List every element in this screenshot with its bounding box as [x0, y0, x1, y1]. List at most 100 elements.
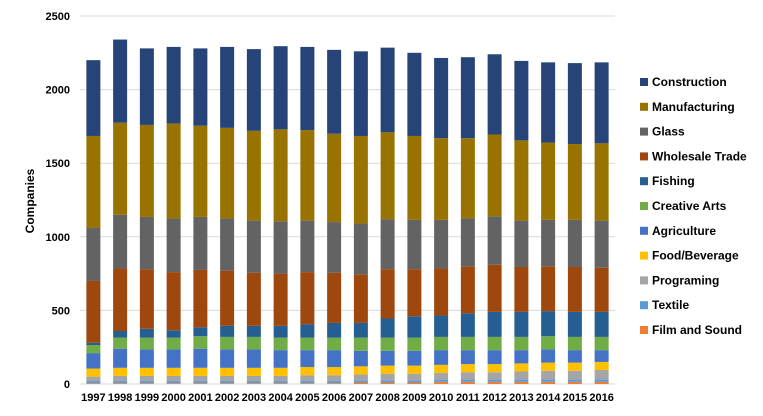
bar-stack — [193, 48, 208, 384]
y-axis-title: Companies — [23, 168, 37, 233]
bar-segment-wholesale-trade — [567, 266, 582, 312]
bar-segment-fishing — [86, 342, 101, 345]
bar-segment-textile — [567, 379, 582, 382]
bar-segment-glass — [139, 216, 154, 270]
bar-segment-creative-arts — [246, 336, 261, 350]
bar-segment-film-and-sound — [166, 383, 181, 384]
bar-segment-programing — [220, 375, 235, 382]
legend-label: Creative Arts — [652, 199, 727, 213]
bar-segment-construction — [166, 46, 181, 124]
bar-segment-construction — [327, 49, 342, 134]
bar-segment-fishing — [460, 313, 475, 337]
bar-segment-textile — [273, 381, 288, 384]
bar-segment-film-and-sound — [300, 383, 315, 384]
bar-segment-food-beverage — [113, 367, 128, 376]
bar-segment-programing — [193, 375, 208, 382]
y-tick-label: 0 — [64, 379, 70, 391]
bar-stack — [460, 57, 475, 384]
bar-segment-textile — [113, 381, 128, 384]
x-tick-label: 2016 — [589, 392, 613, 404]
bar-stack — [514, 60, 529, 384]
x-tick-label: 2001 — [188, 392, 212, 404]
bar-segment-programing — [434, 372, 449, 380]
bar-segment-construction — [353, 51, 368, 136]
bar-segment-glass — [460, 218, 475, 267]
bar-segment-film-and-sound — [327, 383, 342, 384]
bar-segment-agriculture — [300, 350, 315, 368]
bar-segment-agriculture — [113, 348, 128, 368]
legend-swatch — [640, 326, 648, 334]
bar-segment-film-and-sound — [407, 382, 422, 384]
legend-swatch — [640, 226, 648, 235]
bar-segment-fishing — [193, 327, 208, 337]
bar-segment-wholesale-trade — [327, 272, 342, 323]
bar-segment-textile — [166, 381, 181, 384]
bar-segment-glass — [380, 219, 395, 270]
bar-segment-food-beverage — [300, 367, 315, 376]
bar-stack — [166, 46, 181, 384]
bar-segment-textile — [86, 381, 101, 384]
bar-segment-programing — [380, 373, 395, 381]
x-tick-label: 2015 — [563, 392, 587, 404]
bar-segment-construction — [246, 49, 261, 131]
bar-segment-wholesale-trade — [434, 268, 449, 316]
bar-segment-programing — [246, 375, 261, 382]
bar-segment-agriculture — [380, 350, 395, 366]
x-tick-label: 2013 — [509, 392, 533, 404]
bar-segment-food-beverage — [193, 367, 208, 376]
bar-segment-agriculture — [273, 350, 288, 368]
bar-segment-food-beverage — [460, 364, 475, 373]
legend-item-creative-arts: Creative Arts — [640, 199, 727, 213]
bar-segment-food-beverage — [487, 364, 502, 373]
bar-segment-agriculture — [139, 349, 154, 368]
bar-segment-food-beverage — [514, 363, 529, 372]
bar-segment-glass — [193, 216, 208, 270]
x-tick-label: 1999 — [135, 392, 159, 404]
legend-item-food-beverage: Food/Beverage — [640, 249, 739, 263]
bar-segment-construction — [541, 62, 556, 143]
legend: Construction Manufacturing Glass Wholesale … — [640, 75, 747, 337]
bar-segment-wholesale-trade — [246, 272, 261, 326]
bar-segment-fishing — [113, 331, 128, 338]
bar-segment-manufacturing — [273, 129, 288, 222]
bar-segment-manufacturing — [246, 130, 261, 221]
legend-label: Fishing — [652, 174, 695, 188]
bar-segment-fishing — [327, 322, 342, 338]
bar-segment-creative-arts — [86, 344, 101, 354]
bar-segment-wholesale-trade — [139, 269, 154, 329]
bar-segment-programing — [166, 375, 181, 382]
bar-segment-manufacturing — [380, 132, 395, 220]
bar-segment-creative-arts — [193, 336, 208, 349]
x-tick-label: 2003 — [242, 392, 266, 404]
bar-segment-manufacturing — [407, 135, 422, 220]
bar-stack — [139, 48, 154, 384]
bar-segment-food-beverage — [434, 364, 449, 373]
bar-segment-film-and-sound — [567, 381, 582, 384]
bar-segment-film-and-sound — [353, 382, 368, 384]
bar-segment-film-and-sound — [434, 381, 449, 384]
bar-segment-manufacturing — [567, 144, 582, 220]
bar-segment-fishing — [407, 316, 422, 338]
bar-segment-textile — [327, 381, 342, 384]
bar-segment-manufacturing — [300, 130, 315, 221]
bar-segment-programing — [514, 371, 529, 380]
bar-segment-glass — [487, 216, 502, 265]
bar-segment-food-beverage — [220, 367, 235, 376]
bar-segment-agriculture — [434, 350, 449, 365]
bar-segment-glass — [166, 218, 181, 273]
bar-segment-wholesale-trade — [273, 273, 288, 326]
bar-segment-food-beverage — [380, 365, 395, 374]
y-tick-label: 1500 — [46, 158, 70, 170]
bar-segment-glass — [273, 221, 288, 274]
bar-segment-agriculture — [594, 350, 609, 362]
legend-swatch — [640, 78, 648, 86]
bar-segment-fishing — [541, 311, 556, 337]
bar-stack — [246, 49, 261, 384]
bar-segment-agriculture — [327, 350, 342, 368]
x-tick-label: 2002 — [215, 392, 239, 404]
x-tick-label: 2012 — [482, 392, 506, 404]
bar-segment-agriculture — [220, 349, 235, 368]
bar-segment-programing — [487, 372, 502, 380]
bar-segment-construction — [567, 63, 582, 145]
